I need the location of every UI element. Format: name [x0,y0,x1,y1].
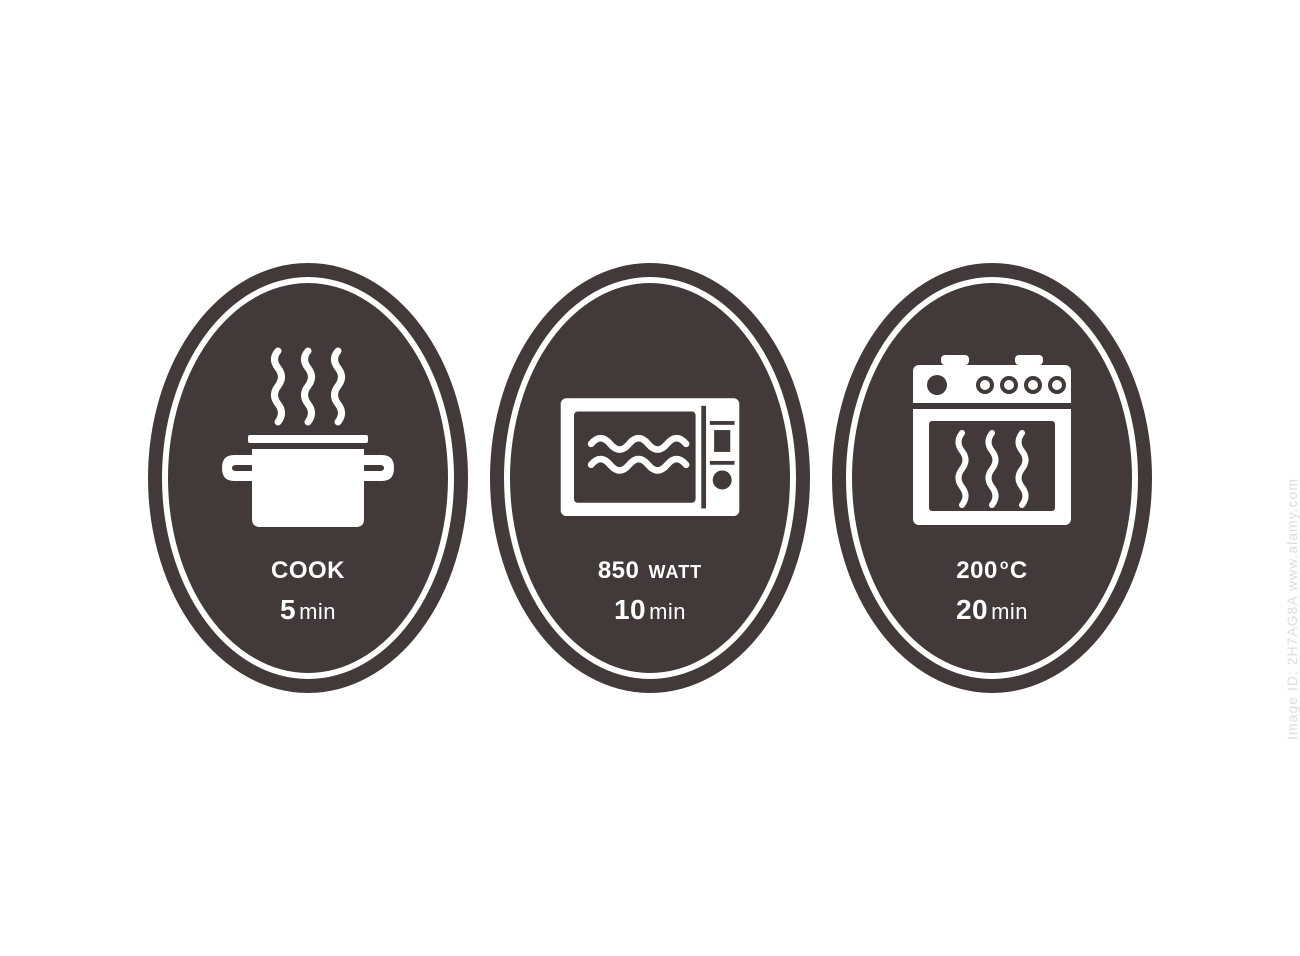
line2-value: 5 [280,594,296,625]
microwave-icon [555,345,745,535]
badge-stovetop: COOK 5min [148,263,468,693]
badge-text: 200oC 20min [956,555,1028,629]
line1-unit: WATT [649,562,703,582]
badge-oven: 200oC 20min [832,263,1152,693]
line1-main: COOK [271,557,345,584]
pot-icon [213,345,403,535]
badge-text: 850 WATT 10min [598,555,702,629]
line2-unit: min [649,599,686,624]
line1: COOK [271,555,345,587]
line1-main: 200 [956,557,998,584]
line2-value: 20 [956,594,988,625]
badge-inner: 200oC 20min [852,283,1132,673]
watermark-side: Image ID: 2H7AG8A www.alamy.com [1284,478,1300,740]
line2-value: 10 [614,594,646,625]
badge-inner: COOK 5min [168,283,448,673]
line1-suffix: C [1010,557,1028,584]
line1: 200oC [956,555,1028,587]
line2-unit: min [299,599,336,624]
line2-unit: min [991,599,1028,624]
line1-main: 850 [598,557,640,584]
badge-text: COOK 5min [271,555,345,629]
line1: 850 WATT [598,555,702,587]
line2: 10min [598,591,702,629]
stage: alamy [0,0,1300,956]
oven-icon [897,345,1087,535]
line2: 20min [956,591,1028,629]
badge-inner: 850 WATT 10min [510,283,790,673]
degree-symbol: o [1000,556,1009,572]
badge-microwave: 850 WATT 10min [490,263,810,693]
badges-row: COOK 5min [148,263,1152,693]
line2: 5min [271,591,345,629]
